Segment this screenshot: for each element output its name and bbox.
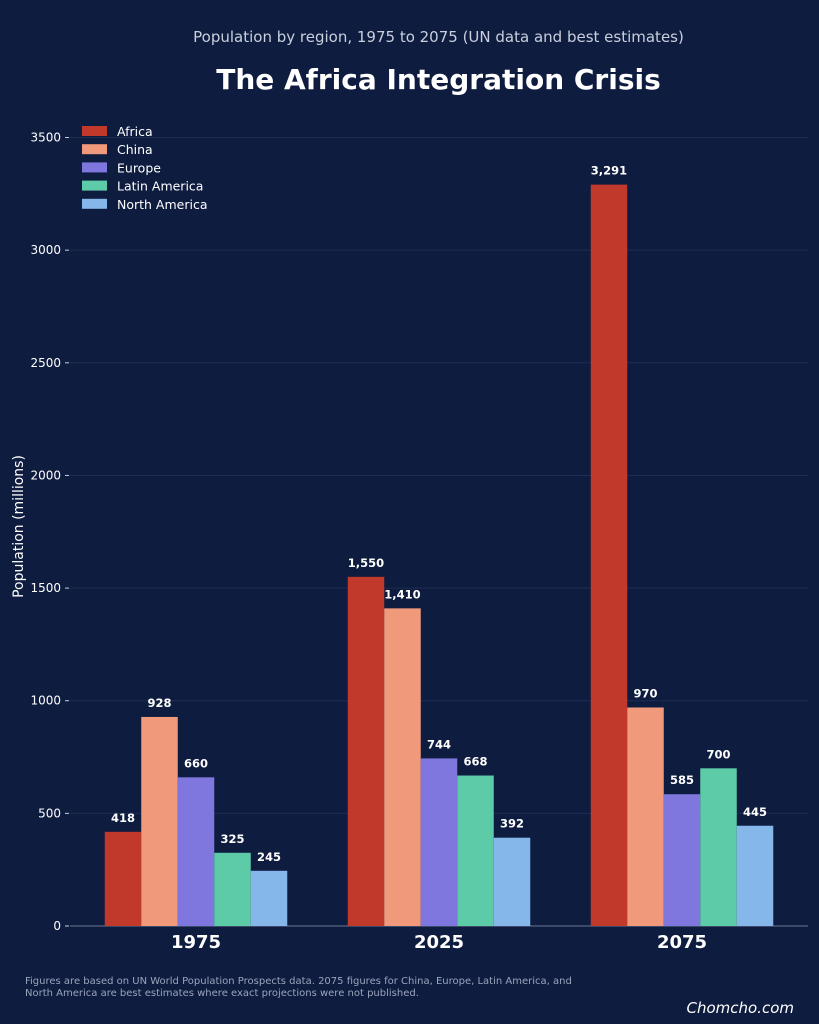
- y-axis-label: Population (millions): [11, 455, 27, 598]
- legend-label: North America: [117, 197, 208, 212]
- legend-swatch: [82, 162, 107, 173]
- y-tick-label: 1500: [30, 581, 61, 595]
- data-label: 1,550: [348, 556, 384, 570]
- legend-label: Africa: [117, 124, 153, 139]
- bar: [214, 852, 251, 926]
- bar: [420, 758, 458, 926]
- bar: [627, 707, 664, 926]
- legend-label: China: [117, 142, 153, 157]
- data-label: 245: [257, 850, 281, 864]
- x-tick-label: 1975: [171, 932, 221, 953]
- y-tick-label: 2500: [30, 356, 61, 370]
- bar: [700, 768, 737, 926]
- y-tick-label: 3500: [30, 131, 61, 145]
- data-label: 744: [427, 737, 451, 751]
- data-label: 970: [633, 686, 657, 700]
- brand-watermark: Chomcho.com: [686, 999, 794, 1017]
- bar: [104, 831, 142, 926]
- data-label: 660: [184, 756, 208, 770]
- footnote: Figures are based on UN World Population…: [25, 976, 572, 999]
- bars: [104, 184, 774, 926]
- y-tick-label: 500: [38, 806, 61, 820]
- bar: [590, 184, 628, 926]
- data-label: 700: [706, 747, 730, 761]
- data-label: 928: [147, 696, 171, 710]
- legend-label: Europe: [117, 160, 161, 175]
- bar: [384, 608, 421, 926]
- bar: [347, 576, 385, 926]
- chart-subtitle: Population by region, 1975 to 2075 (UN d…: [193, 28, 684, 46]
- bar: [493, 837, 531, 926]
- legend-swatch: [82, 144, 107, 155]
- data-label: 585: [670, 773, 694, 787]
- data-label: 418: [111, 811, 135, 825]
- legend-swatch: [82, 198, 107, 209]
- y-tick-label: 1000: [30, 694, 61, 708]
- bar: [177, 777, 215, 926]
- legend: Africa China Europe Latin America North Amer…: [82, 124, 208, 212]
- bar: [457, 775, 494, 926]
- bar: [736, 825, 774, 926]
- legend-label: Latin America: [117, 179, 203, 194]
- data-label: 392: [500, 817, 524, 831]
- chart-title: The Africa Integration Crisis: [216, 63, 661, 96]
- y-tick-label: 3000: [30, 243, 61, 257]
- data-label: 3,291: [591, 164, 627, 178]
- legend-swatch: [82, 126, 107, 136]
- gridlines: [70, 137, 808, 814]
- data-label: 325: [220, 832, 244, 846]
- legend-swatch: [82, 180, 107, 191]
- data-label: 1,410: [384, 587, 420, 601]
- data-label: 445: [743, 805, 767, 819]
- y-tick-label: 0: [53, 919, 61, 933]
- bar: [141, 716, 178, 926]
- x-tick-label: 2075: [657, 932, 707, 953]
- x-tick-label: 2025: [414, 932, 464, 953]
- bar: [663, 794, 701, 926]
- y-tick-label: 2000: [30, 468, 61, 482]
- data-label: 668: [463, 755, 487, 769]
- data-labels: 418 928 660 325 245 1,550 1,410 744 668 392 3,291 9…: [111, 164, 767, 864]
- bar: [250, 870, 288, 926]
